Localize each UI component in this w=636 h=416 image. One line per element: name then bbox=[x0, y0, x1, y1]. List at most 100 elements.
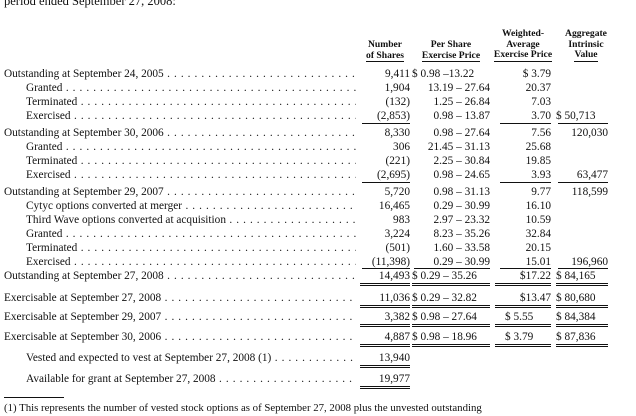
row-shares: (2,695) bbox=[377, 169, 410, 181]
row-price: 21.45 – 31.13 bbox=[427, 141, 490, 153]
row-price: 0.98 – 27.64 bbox=[433, 127, 490, 139]
footnote: (1) This represents the number of vested… bbox=[4, 402, 482, 414]
row-label: Third Wave options converted at acquisit… bbox=[26, 213, 356, 227]
row-shares: 3,224 bbox=[384, 228, 410, 240]
header-intrinsic-line-3: Value bbox=[574, 49, 598, 62]
table-row: Exercised (2,695) 0.98 – 24.65 3.93 63,4… bbox=[0, 168, 636, 182]
row-label: Terminated bbox=[26, 241, 356, 255]
row-shares: 16,465 bbox=[378, 200, 410, 212]
header-intrinsic: Aggregate Intrinsic Value bbox=[556, 28, 616, 62]
table-row: Granted 306 21.45 – 31.13 25.68 bbox=[0, 140, 636, 154]
subtotal-rule bbox=[362, 123, 410, 124]
subtotal-rule bbox=[558, 182, 608, 183]
subtotal-rule bbox=[362, 268, 410, 269]
row-wavg: 7.56 bbox=[531, 127, 551, 139]
row-intrinsic: 196,960 bbox=[571, 256, 608, 268]
row-intrinsic: 120,030 bbox=[571, 127, 608, 139]
row-wavg: $ 3.79 bbox=[495, 330, 551, 347]
row-shares: 3,382 bbox=[360, 310, 410, 327]
row-price: 0.98 – 31.13 bbox=[433, 186, 490, 198]
table-row: Third Wave options converted at acquisit… bbox=[0, 213, 636, 227]
intro-text: period ended September 27, 2008: bbox=[4, 0, 176, 8]
row-price: 2.97 – 23.32 bbox=[433, 214, 490, 226]
table-row: Granted 1,904 13.19 – 27.64 20.37 bbox=[0, 81, 636, 95]
row-intrinsic: $ 80,680 bbox=[556, 291, 608, 308]
row-price: 0.29 – 30.99 bbox=[433, 200, 490, 212]
header-wavg-line-2: Average bbox=[506, 38, 540, 50]
row-intrinsic: $ 87,836 bbox=[556, 330, 608, 347]
row-shares: 5,720 bbox=[384, 186, 410, 198]
row-price: 8.23 – 35.26 bbox=[433, 228, 490, 240]
header-shares-line-1: Number bbox=[367, 39, 403, 50]
subtotal-rule bbox=[414, 268, 490, 269]
row-price: 1.25 – 26.84 bbox=[433, 96, 490, 108]
table-row-total: Outstanding at September 27, 2008 14,493… bbox=[0, 269, 636, 286]
subtotal-rule bbox=[362, 182, 410, 183]
row-wavg: $17.22 bbox=[495, 269, 551, 286]
row-label: Granted bbox=[26, 140, 356, 154]
table-row-total: Exercisable at September 30, 2006 4,887 … bbox=[0, 330, 636, 347]
row-label: Exercised bbox=[26, 255, 356, 269]
row-wavg: $ 3.79 bbox=[522, 68, 551, 80]
row-wavg: $13.47 bbox=[495, 291, 551, 308]
row-label: Vested and expected to vest at September… bbox=[26, 351, 356, 365]
row-intrinsic: 118,599 bbox=[571, 186, 608, 198]
row-label: Granted bbox=[26, 227, 356, 241]
row-intrinsic: $ 84,384 bbox=[556, 310, 608, 327]
table-row-total: Exercisable at September 27, 2008 11,036… bbox=[0, 291, 636, 308]
row-intrinsic: 63,477 bbox=[576, 169, 608, 181]
table-row-total: Available for grant at September 27, 200… bbox=[0, 372, 636, 389]
row-label: Exercisable at September 30, 2006 bbox=[4, 330, 356, 344]
row-shares: (221) bbox=[385, 155, 410, 167]
table-row: Terminated (501) 1.60 – 33.58 20.15 bbox=[0, 241, 636, 255]
row-label: Outstanding at September 24, 2005 bbox=[4, 67, 356, 81]
row-wavg: 3.70 bbox=[531, 110, 551, 122]
header-wavg: Weighted- Average Exercise Price bbox=[491, 28, 555, 62]
row-price: $ 0.98 –13.22 bbox=[412, 68, 475, 80]
header-price-line-1: Per Share bbox=[430, 39, 472, 50]
row-price: $ 0.29 – 32.82 bbox=[412, 291, 490, 308]
footnote-divider bbox=[4, 397, 64, 398]
row-label: Granted bbox=[26, 81, 356, 95]
row-label: Exercisable at September 27, 2008 bbox=[4, 291, 356, 305]
row-wavg: 9.77 bbox=[531, 186, 551, 198]
row-wavg: $ 5.55 bbox=[495, 310, 551, 327]
row-label: Outstanding at September 30, 2006 bbox=[4, 126, 356, 140]
table-row: Outstanding at September 30, 2006 8,330 … bbox=[0, 126, 636, 140]
row-wavg: 19.85 bbox=[525, 155, 551, 167]
row-wavg: 10.59 bbox=[525, 214, 551, 226]
table-row: Outstanding at September 29, 2007 5,720 … bbox=[0, 185, 636, 199]
row-price: 2.25 – 30.84 bbox=[433, 155, 490, 167]
table-row: Terminated (221) 2.25 – 30.84 19.85 bbox=[0, 154, 636, 168]
row-shares: 9,411 bbox=[385, 68, 410, 80]
row-label: Terminated bbox=[26, 154, 356, 168]
row-shares: 1,904 bbox=[384, 82, 410, 94]
row-label: Outstanding at September 27, 2008 bbox=[4, 269, 356, 283]
header-shares: Number of Shares bbox=[360, 39, 410, 62]
row-intrinsic: $ 84,165 bbox=[556, 269, 608, 286]
table-row: Cytyc options converted at merger 16,465… bbox=[0, 199, 636, 213]
row-wavg: 7.03 bbox=[531, 96, 551, 108]
header-shares-line-2: of Shares bbox=[366, 49, 404, 62]
row-shares: (132) bbox=[385, 96, 410, 108]
row-label: Exercised bbox=[26, 168, 356, 182]
row-shares: 4,887 bbox=[360, 330, 410, 347]
row-shares: 306 bbox=[393, 141, 410, 153]
header-wavg-line-3: Exercise Price bbox=[493, 49, 553, 62]
row-price: 0.29 – 30.99 bbox=[433, 256, 490, 268]
row-shares: 983 bbox=[393, 214, 410, 226]
row-wavg: 32.84 bbox=[525, 228, 551, 240]
row-wavg: 15.01 bbox=[525, 256, 551, 268]
table-row: Outstanding at September 24, 2005 9,411 … bbox=[0, 67, 636, 81]
row-label: Terminated bbox=[26, 95, 356, 109]
row-price: 0.98 – 13.87 bbox=[433, 110, 490, 122]
header-intrinsic-line-2: Intrinsic bbox=[568, 38, 604, 50]
table-row: Exercised (2,853) 0.98 – 13.87 3.70 $ 50… bbox=[0, 109, 636, 123]
header-intrinsic-line-1: Aggregate bbox=[565, 28, 607, 39]
row-wavg: 16.10 bbox=[525, 200, 551, 212]
row-shares: 8,330 bbox=[384, 127, 410, 139]
row-wavg: 20.37 bbox=[525, 82, 551, 94]
row-shares: 14,493 bbox=[360, 269, 410, 286]
row-wavg: 25.68 bbox=[525, 141, 551, 153]
table-row: Terminated (132) 1.25 – 26.84 7.03 bbox=[0, 95, 636, 109]
